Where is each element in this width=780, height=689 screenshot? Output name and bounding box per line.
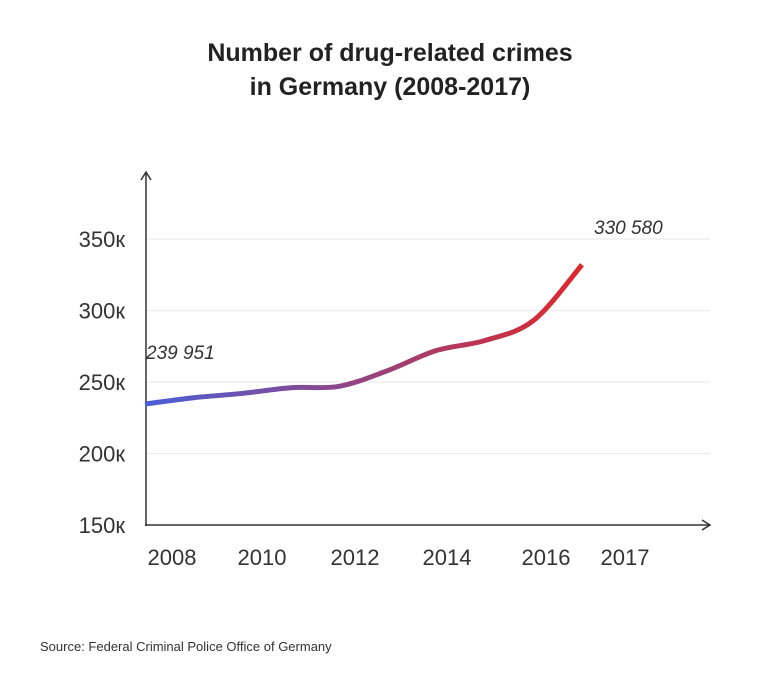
y-axis-arrow-icon	[140, 170, 152, 181]
x-tick-label: 2012	[331, 545, 380, 570]
y-tick-label: 150к	[79, 513, 126, 538]
x-tick-label: 2008	[148, 545, 197, 570]
y-tick-label: 300к	[79, 299, 126, 324]
x-axis-arrow-icon	[701, 519, 712, 531]
chart-title: Number of drug-related crimes in Germany…	[0, 36, 780, 104]
y-tick-label: 350к	[79, 227, 126, 252]
x-tick-label: 2017	[601, 545, 650, 570]
y-tick-label: 200к	[79, 442, 126, 467]
x-tick-label: 2014	[423, 545, 472, 570]
x-tick-label: 2016	[522, 545, 571, 570]
data-label-start: 239 951	[145, 343, 215, 364]
source-note: Source: Federal Criminal Police Office o…	[40, 639, 332, 654]
data-label-end: 330 580	[594, 218, 663, 239]
data-line	[144, 263, 584, 407]
chart-title-line-2: in Germany (2008-2017)	[249, 73, 531, 101]
chart-title-line-1: Number of drug-related crimes	[207, 39, 573, 67]
x-tick-label: 2010	[238, 545, 287, 570]
y-tick-label: 250к	[79, 370, 126, 395]
